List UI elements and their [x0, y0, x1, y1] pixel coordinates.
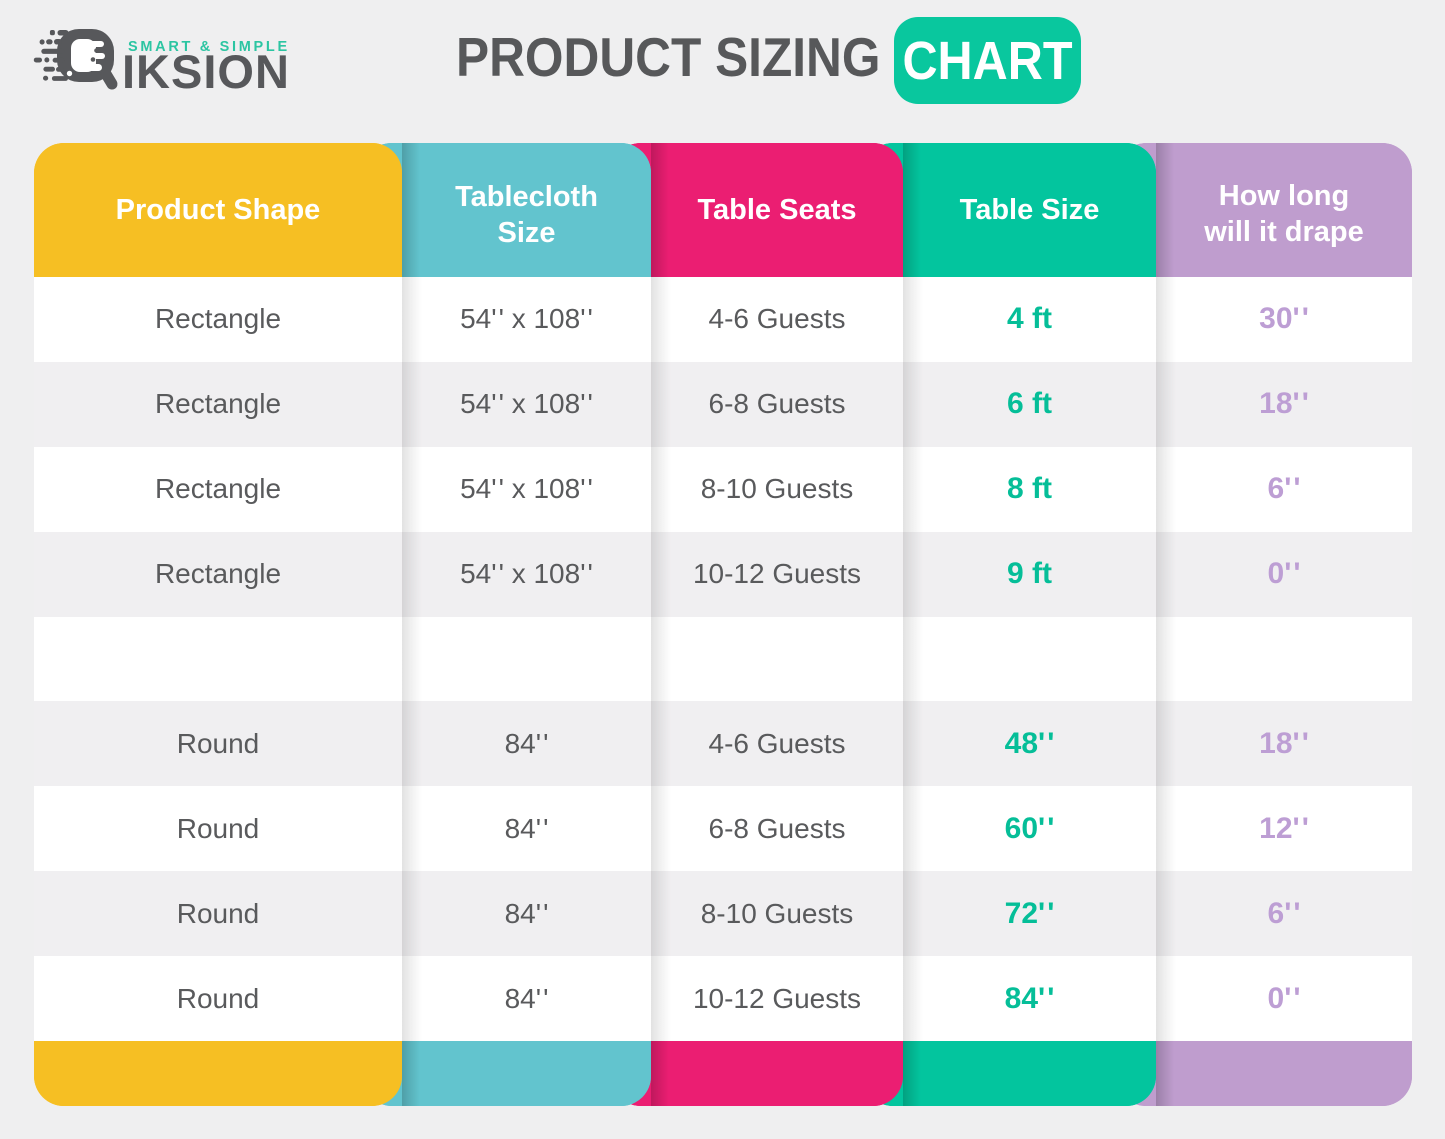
svg-text:SMART & SIMPLE: SMART & SIMPLE — [128, 39, 290, 55]
svg-text:IKSION: IKSION — [122, 45, 290, 96]
